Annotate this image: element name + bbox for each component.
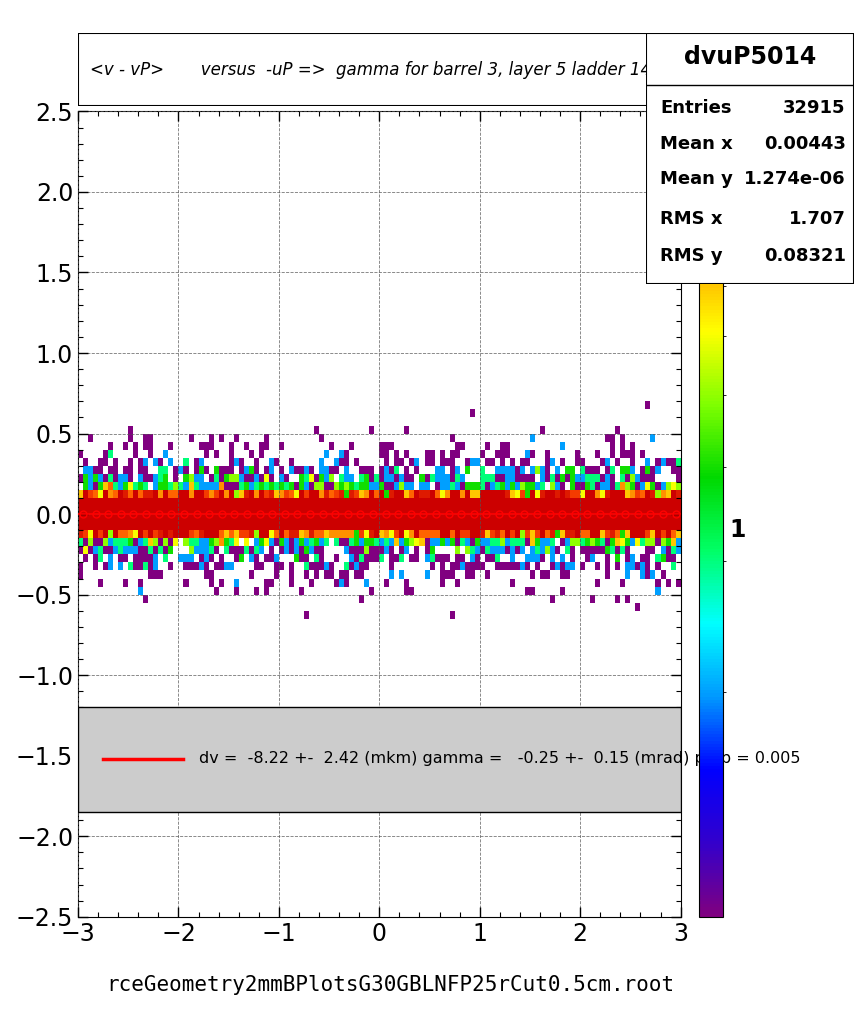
Text: <v - vP>       versus  -uP =>  gamma for barrel 3, layer 5 ladder 14, all wafers: <v - vP> versus -uP => gamma for barrel … xyxy=(90,61,742,79)
Text: 1.707: 1.707 xyxy=(789,210,845,228)
Text: RMS x: RMS x xyxy=(661,210,723,228)
Text: dvuP5014: dvuP5014 xyxy=(684,46,816,69)
Bar xyxy=(78,707,681,812)
Text: RMS y: RMS y xyxy=(661,247,723,265)
Text: 1: 1 xyxy=(729,519,746,542)
Text: rceGeometry2mmBPlotsG30GBLNFP25rCut0.5cm.root: rceGeometry2mmBPlotsG30GBLNFP25rCut0.5cm… xyxy=(106,975,675,995)
Text: 0.08321: 0.08321 xyxy=(764,247,845,265)
Text: 1.274e-06: 1.274e-06 xyxy=(744,169,845,187)
Text: 32915: 32915 xyxy=(783,99,845,118)
Text: 10: 10 xyxy=(729,71,762,95)
Text: Mean y: Mean y xyxy=(661,169,733,187)
Text: Entries: Entries xyxy=(661,99,732,118)
Text: 0.00443: 0.00443 xyxy=(764,135,845,153)
Text: Mean x: Mean x xyxy=(661,135,733,153)
Text: dv =  -8.22 +-  2.42 (mkm) gamma =   -0.25 +-  0.15 (mrad) prob = 0.005: dv = -8.22 +- 2.42 (mkm) gamma = -0.25 +… xyxy=(199,752,800,767)
